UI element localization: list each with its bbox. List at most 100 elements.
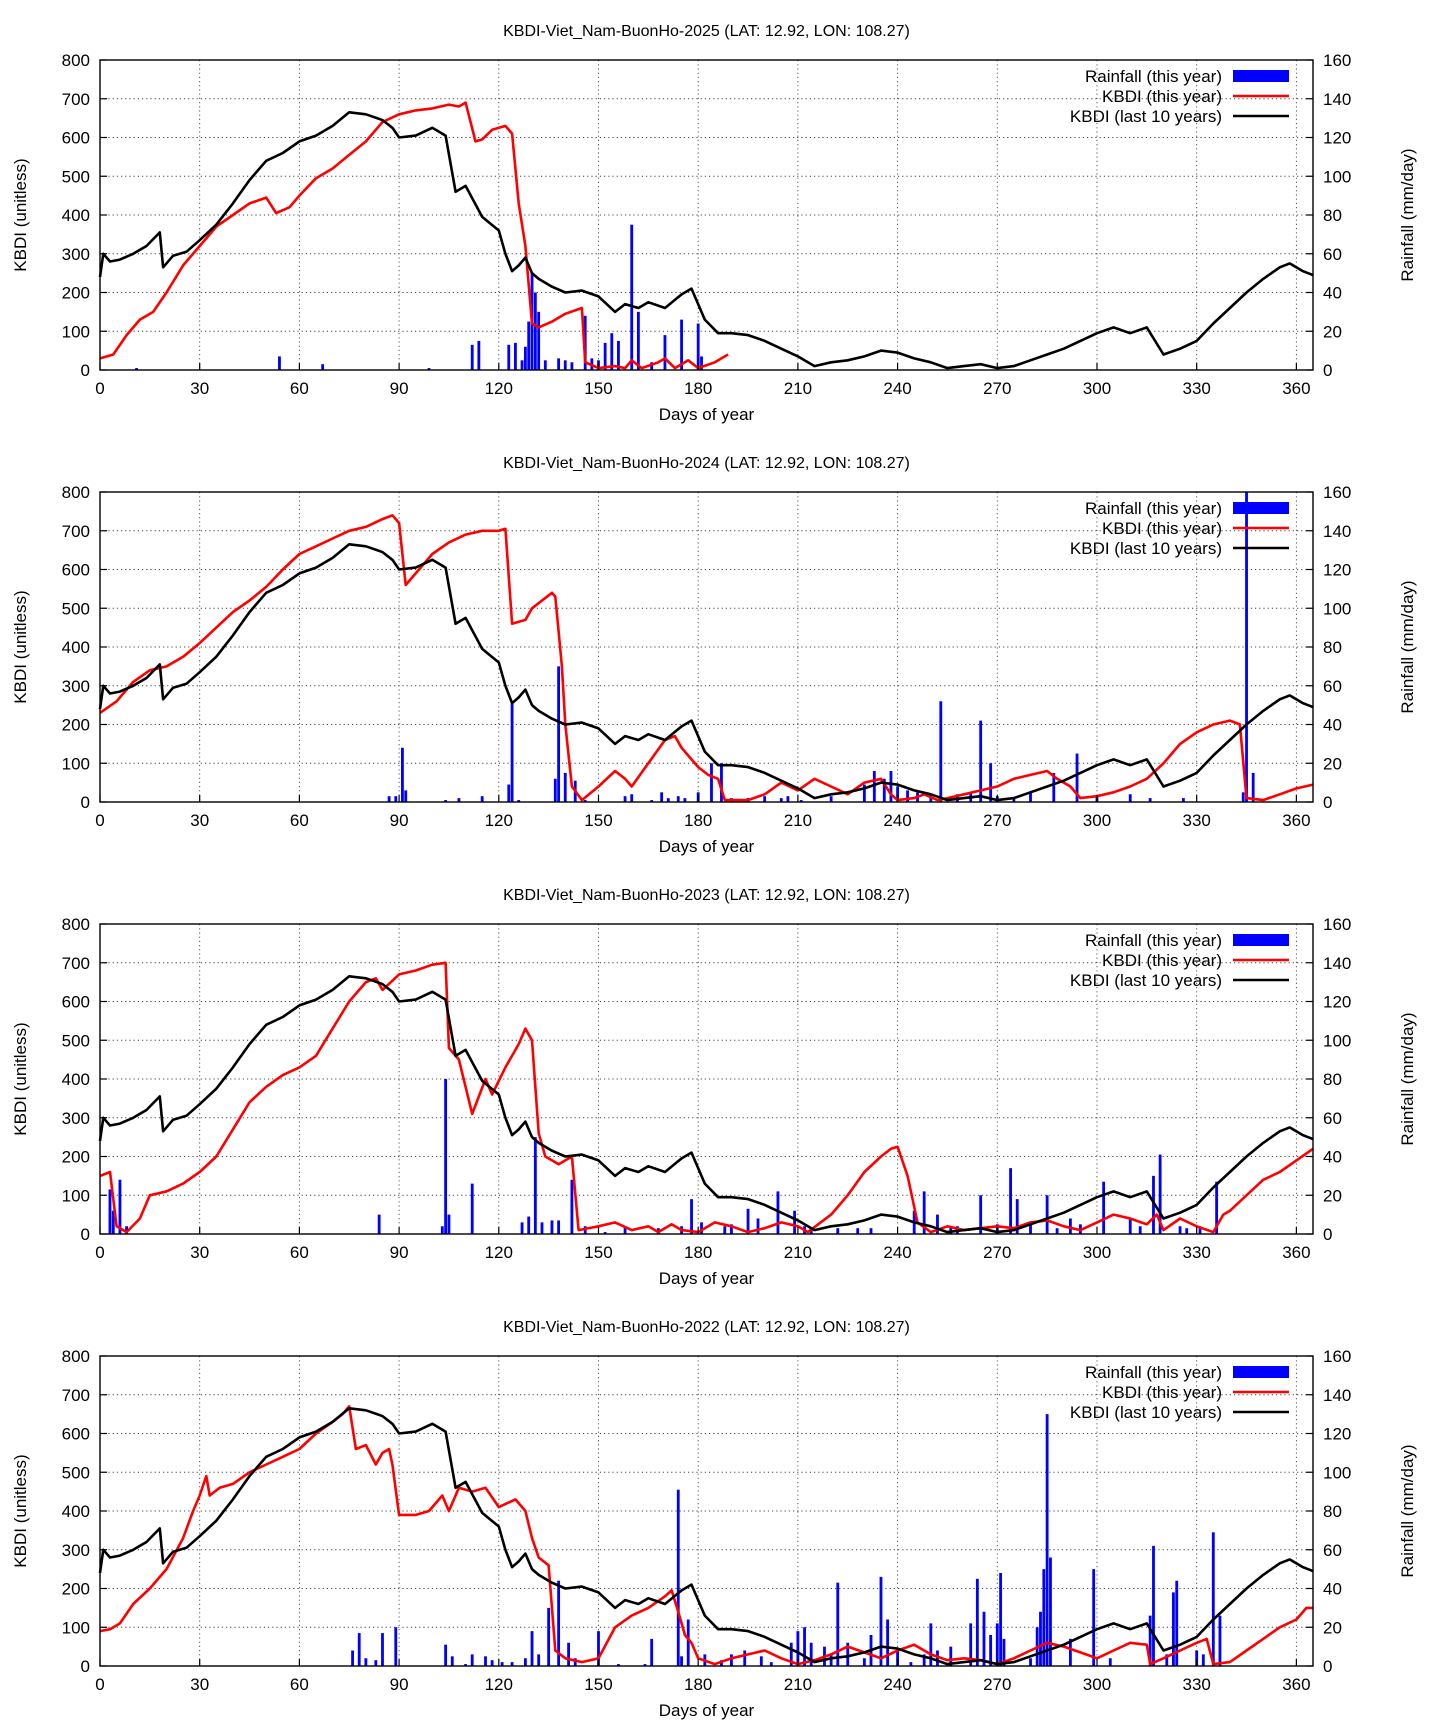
y2-tick-label: 60 — [1323, 245, 1342, 264]
rain-bar — [793, 1210, 796, 1234]
y-tick-label: 800 — [62, 51, 90, 70]
rain-bar — [530, 1631, 534, 1666]
rain-bar — [989, 763, 993, 802]
y2-tick-label: 0 — [1323, 1225, 1332, 1244]
rain-bar — [975, 1578, 979, 1666]
rain-bar — [949, 1226, 953, 1234]
rain-bar — [1181, 798, 1185, 802]
y-tick-label: 400 — [62, 1502, 90, 1521]
rain-bar — [1138, 1226, 1142, 1234]
legend-label: KBDI (this year) — [1102, 951, 1222, 970]
y-tick-label: 200 — [62, 716, 90, 735]
chart-title: KBDI-Viet_Nam-BuonHo-2023 (LAT: 12.92, L… — [503, 887, 910, 904]
rain-bar — [510, 1662, 514, 1666]
legend-label: KBDI (this year) — [1102, 519, 1222, 538]
x-tick-label: 210 — [784, 1675, 812, 1694]
y-tick-label: 200 — [62, 1148, 90, 1167]
rain-bar — [862, 784, 866, 802]
y2-tick-label: 0 — [1323, 361, 1332, 380]
x-tick-label: 330 — [1182, 1243, 1210, 1262]
x-tick-label: 60 — [290, 811, 309, 830]
legend-swatch-rain — [1233, 1366, 1289, 1378]
rain-bar — [523, 346, 527, 370]
rain-bar — [796, 1631, 800, 1666]
rain-bar — [1158, 1154, 1162, 1234]
rain-bar — [630, 224, 634, 370]
rain-bar — [650, 362, 654, 370]
y-tick-label: 200 — [62, 284, 90, 303]
legend-label: Rainfall (this year) — [1085, 1363, 1222, 1382]
rain-bar — [1195, 1650, 1199, 1666]
x-tick-label: 60 — [290, 379, 309, 398]
rain-bar — [1068, 1218, 1072, 1234]
rain-bar — [1185, 1228, 1189, 1234]
rain-bar — [1012, 798, 1016, 802]
rain-bar — [643, 1664, 647, 1666]
rain-bar — [444, 800, 448, 802]
x-tick-label: 150 — [584, 811, 612, 830]
x-tick-label: 300 — [1083, 1675, 1111, 1694]
rain-bar — [1042, 1569, 1046, 1666]
rain-bar — [829, 1654, 833, 1666]
x-tick-label: 180 — [684, 379, 712, 398]
rain-bar — [557, 666, 561, 802]
y-tick-label: 800 — [62, 483, 90, 502]
y-tick-label: 0 — [81, 1657, 90, 1676]
y-axis-label: KBDI (unitless) — [11, 590, 30, 703]
rain-bar — [135, 368, 138, 370]
y-tick-label: 600 — [62, 993, 90, 1012]
rain-bar — [1015, 1199, 1019, 1234]
rain-bar — [1251, 772, 1255, 802]
rain-bar — [1039, 1611, 1042, 1666]
rain-bar — [617, 340, 620, 370]
x-tick-label: 300 — [1083, 379, 1111, 398]
rain-bar — [1075, 753, 1079, 802]
rain-bar — [836, 1228, 840, 1234]
rain-bar — [1128, 1218, 1132, 1234]
rain-bar — [1148, 1615, 1152, 1666]
rain-bar — [660, 792, 664, 802]
rain-bar — [982, 1611, 986, 1666]
y2-tick-label: 160 — [1323, 1347, 1351, 1366]
rain-bar — [381, 1633, 384, 1666]
rain-bar — [563, 772, 567, 802]
y2-axis-label: Rainfall (mm/day) — [1398, 1444, 1417, 1577]
x-tick-label: 0 — [95, 811, 104, 830]
rain-bar — [1172, 1592, 1175, 1666]
rain-bar — [520, 1222, 524, 1234]
legend-label: KBDI (this year) — [1102, 87, 1222, 106]
rain-bar — [573, 1658, 577, 1666]
rain-bar — [470, 1183, 474, 1234]
rain-bar — [769, 1662, 773, 1666]
x-tick-label: 150 — [584, 1675, 612, 1694]
rain-bar — [1245, 492, 1248, 802]
rain-bar — [108, 1189, 112, 1234]
x-tick-label: 330 — [1182, 811, 1210, 830]
rain-bar — [829, 796, 833, 802]
rain-bar — [1201, 1654, 1205, 1666]
rain-bar — [527, 1216, 531, 1234]
x-tick-label: 120 — [485, 379, 513, 398]
x-tick-label: 90 — [390, 811, 409, 830]
rain-bar — [799, 800, 803, 802]
rain-bar — [470, 1654, 474, 1666]
rain-bar — [922, 1654, 926, 1666]
y2-tick-label: 120 — [1323, 1425, 1351, 1444]
rain-bar — [700, 1222, 703, 1234]
x-tick-label: 90 — [390, 1675, 409, 1694]
rain-bar — [533, 292, 537, 370]
rain-bar — [936, 1650, 939, 1666]
x-tick-label: 270 — [983, 811, 1011, 830]
y2-tick-label: 140 — [1323, 954, 1351, 973]
rain-bar — [676, 1489, 680, 1666]
y2-tick-label: 60 — [1323, 1109, 1342, 1128]
x-tick-label: 0 — [95, 1243, 104, 1262]
rain-bar — [543, 360, 547, 370]
rain-bar — [969, 1623, 973, 1666]
y-tick-label: 800 — [62, 915, 90, 934]
rain-bar — [922, 1191, 926, 1234]
rain-bar — [756, 1218, 760, 1234]
x-tick-label: 90 — [390, 1243, 409, 1262]
x-tick-label: 270 — [983, 1675, 1011, 1694]
y2-tick-label: 80 — [1323, 1070, 1342, 1089]
